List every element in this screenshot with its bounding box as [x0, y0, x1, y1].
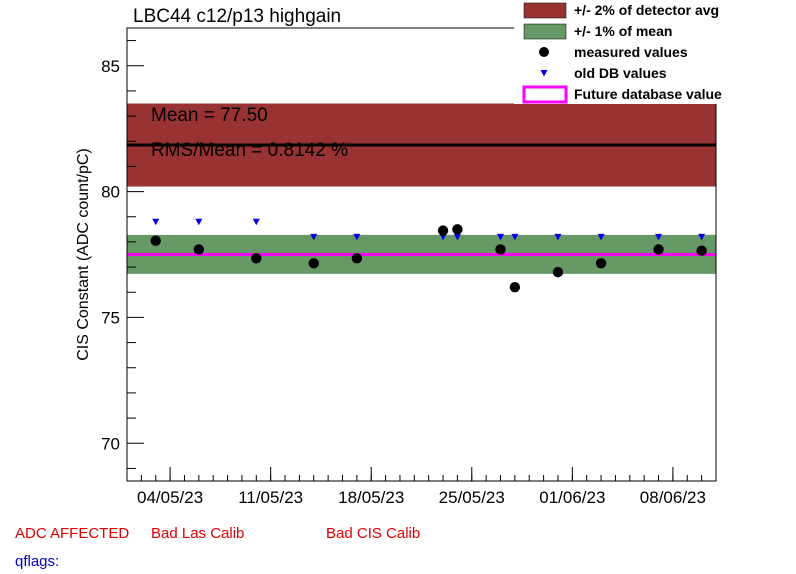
- y-tick-label: 80: [101, 183, 120, 202]
- old-db-marker: [511, 233, 519, 241]
- measured-point: [696, 245, 707, 256]
- legend-label: old DB values: [574, 65, 667, 81]
- chart-title: LBC44 c12/p13 highgain: [133, 6, 342, 27]
- measured-point: [150, 235, 161, 246]
- measured-point: [437, 225, 449, 236]
- reference-lines-layer: [127, 143, 716, 256]
- axes-layer: 70 75 80 85 04/05/23 11/05/23 18/05/23 25/05/23…: [75, 40, 717, 507]
- x-tick-label: 25/05/23: [439, 488, 505, 507]
- old-db-marker: [152, 218, 160, 226]
- bad-las-calib-flag: Bad Las Calib: [151, 525, 245, 542]
- old-db-marker: [597, 233, 605, 241]
- y-tick-label: 85: [101, 57, 120, 76]
- legend-dot: [539, 47, 549, 57]
- legend-label: measured values: [574, 44, 688, 60]
- measured-point: [452, 224, 463, 235]
- qflags-label: qflags:: [15, 553, 60, 570]
- y-tick-label: 75: [101, 308, 120, 327]
- old-db-marker: [252, 218, 260, 226]
- old-db-marker: [698, 233, 706, 241]
- legend-line-swatch: [522, 85, 568, 104]
- rms-annotation: RMS/Mean = 0.8142 %: [151, 140, 348, 161]
- y-axis-title: CIS Constant (ADC count/pC): [75, 148, 92, 361]
- x-tick-label: 01/06/23: [539, 488, 605, 507]
- measured-point: [595, 258, 607, 269]
- old-db-marker: [554, 233, 562, 241]
- legend-label: +/- 1% of mean: [574, 23, 672, 39]
- measured-point: [552, 266, 564, 278]
- x-tick-label: 11/05/23: [238, 488, 303, 507]
- bands-layer: [127, 103, 716, 274]
- mean-annotation: Mean = 77.50: [151, 105, 268, 126]
- x-tick-label: 18/05/23: [338, 488, 404, 507]
- measured-point: [351, 253, 363, 264]
- legend-label: Future database value: [574, 86, 722, 102]
- points-layer: [150, 218, 707, 293]
- x-tick-label: 04/05/23: [137, 488, 203, 507]
- legend-triangle: [540, 70, 548, 77]
- legend-layer: +/- 2% of detector avg +/- 1% of mean meas…: [514, 0, 746, 104]
- old-db-marker: [655, 233, 663, 241]
- x-tick-label: 08/06/23: [640, 488, 706, 507]
- adc-affected-flag: ADC AFFECTED: [15, 525, 130, 542]
- y-tick-label: 70: [101, 434, 120, 453]
- old-db-marker: [310, 233, 318, 241]
- old-db-marker: [439, 233, 447, 241]
- legend-swatch: [523, 23, 567, 40]
- measured-point: [509, 282, 521, 293]
- old-db-marker: [453, 233, 461, 241]
- measured-point: [251, 253, 262, 264]
- plot-frame: [126, 27, 717, 482]
- old-db-marker: [497, 233, 505, 241]
- measured-point: [308, 258, 319, 269]
- measured-point: [193, 244, 205, 255]
- measured-point: [653, 244, 664, 255]
- old-db-marker: [353, 233, 361, 241]
- legend-swatch: [523, 2, 567, 19]
- legend-label: +/- 2% of detector avg: [574, 2, 719, 18]
- measured-point: [495, 244, 506, 255]
- old-db-marker: [195, 218, 203, 226]
- bad-cis-calib-flag: Bad CIS Calib: [326, 525, 421, 542]
